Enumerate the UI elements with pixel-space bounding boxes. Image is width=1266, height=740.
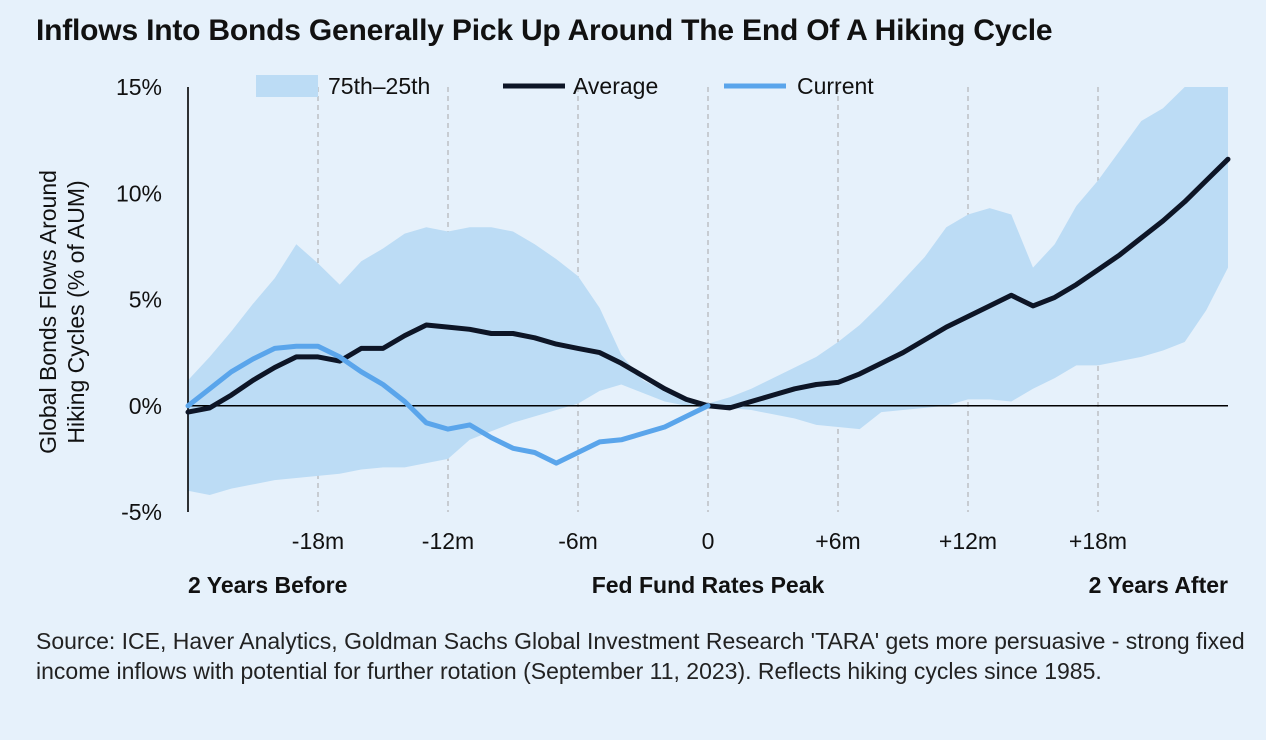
chart-title: Inflows Into Bonds Generally Pick Up Aro… bbox=[36, 14, 1053, 47]
source-note: Source: ICE, Haver Analytics, Goldman Sa… bbox=[36, 628, 1245, 684]
x-annotation-label: Fed Fund Rates Peak bbox=[592, 572, 825, 598]
legend: 75th–25th Average Current bbox=[256, 73, 874, 99]
y-axis-label: Global Bonds Flows AroundHiking Cycles (… bbox=[35, 170, 89, 454]
x-tick-label: -6m bbox=[558, 528, 598, 554]
x-tick-label: -12m bbox=[422, 528, 474, 554]
y-tick-label: 15% bbox=[116, 74, 162, 100]
x-tick-labels: -18m -12m -6m 0 +6m +12m +18m bbox=[292, 528, 1127, 554]
x-tick-label: +12m bbox=[939, 528, 997, 554]
chart-plot: -5% 0% 5% 10% 15% -18m -12m -6m 0 +6m +12m +18m 2 … bbox=[35, 73, 1231, 598]
x-annotation-label: 2 Years Before bbox=[188, 572, 347, 598]
current-series-line bbox=[185, 343, 711, 466]
y-axis-label-line: Global Bonds Flows Around bbox=[35, 170, 61, 454]
y-tick-label: 10% bbox=[116, 180, 162, 206]
y-tick-label: -5% bbox=[121, 499, 162, 525]
x-annotations: 2 Years Before Fed Fund Rates Peak 2 Years… bbox=[188, 572, 1228, 598]
y-axis-label-line: Hiking Cycles (% of AUM) bbox=[63, 180, 89, 443]
band-75th-25th-area bbox=[188, 87, 1228, 495]
legend-label-current: Current bbox=[797, 73, 874, 99]
legend-label-band: 75th–25th bbox=[328, 73, 430, 99]
y-tick-label: 5% bbox=[129, 287, 162, 313]
x-tick-label: +6m bbox=[815, 528, 860, 554]
x-annotation-label: 2 Years After bbox=[1089, 572, 1228, 598]
x-tick-label: 0 bbox=[702, 528, 715, 554]
x-tick-label: +18m bbox=[1069, 528, 1127, 554]
legend-label-average: Average bbox=[573, 73, 658, 99]
x-tick-label: -18m bbox=[292, 528, 344, 554]
y-tick-label: 0% bbox=[129, 393, 162, 419]
y-tick-labels: -5% 0% 5% 10% 15% bbox=[116, 74, 162, 525]
legend-band-swatch bbox=[256, 75, 318, 97]
